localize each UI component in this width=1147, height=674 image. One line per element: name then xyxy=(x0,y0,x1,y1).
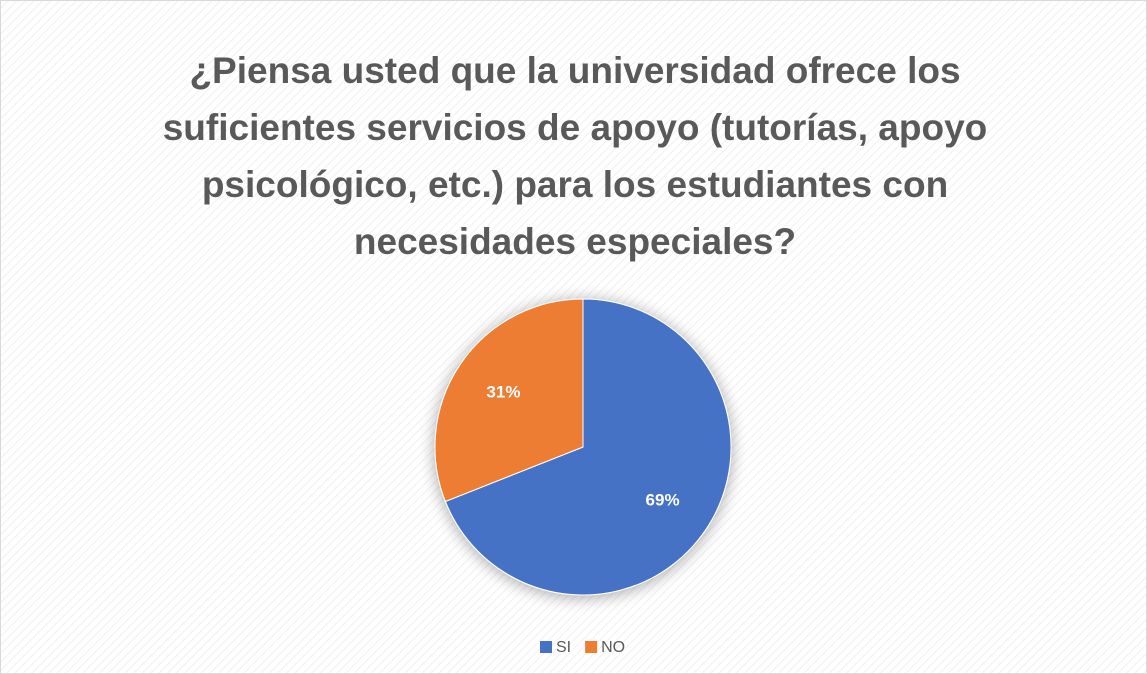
data-label: 31% xyxy=(486,382,520,401)
legend-swatch xyxy=(585,641,598,653)
legend-swatch xyxy=(540,641,552,653)
data-label: 69% xyxy=(646,491,680,510)
pie-slice xyxy=(434,298,584,503)
legend-label: SI xyxy=(556,639,571,656)
legend-label: NO xyxy=(601,639,625,656)
chart-title: ¿Piensa usted que la universidad ofrece … xyxy=(162,50,988,262)
pie-slice xyxy=(444,298,732,596)
pie xyxy=(434,298,732,596)
